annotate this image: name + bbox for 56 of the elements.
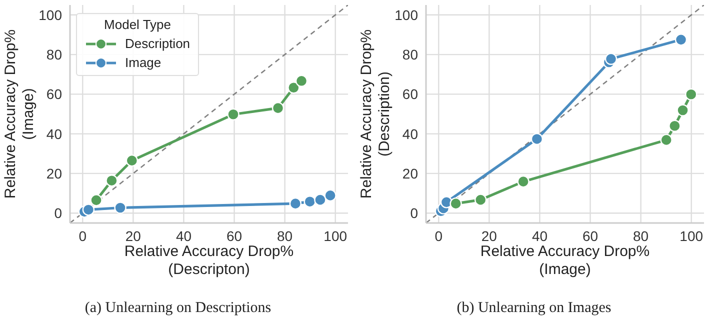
x-tick-label: 100 — [324, 228, 348, 244]
point — [674, 34, 688, 46]
y-axis-title: Relative Accuracy Drop% (Image) — [2, 28, 38, 201]
x-tick-label: 80 — [633, 228, 649, 244]
point — [530, 132, 544, 146]
legend-label: Image — [125, 55, 162, 70]
x-tick-label: 20 — [481, 228, 498, 244]
y-tick-label: 100 — [394, 6, 418, 23]
point — [82, 204, 95, 216]
point — [474, 194, 487, 206]
x-tick-label: 80 — [277, 228, 293, 244]
x-axis-title: Relative Accuracy Drop% (Descripton) — [123, 243, 295, 279]
y-tick-label: 0 — [410, 205, 418, 222]
x-tick-label: 60 — [582, 228, 598, 244]
text: (a) Unlearning on Descriptions — [84, 300, 272, 317]
x-tick-label: 20 — [125, 228, 142, 244]
point — [288, 82, 300, 94]
y-axis-title: Relative Accuracy Drop% (Description) — [358, 28, 394, 201]
y-tick-label: 60 — [402, 86, 418, 102]
point — [126, 154, 138, 167]
y-tick-label: 0 — [54, 205, 62, 222]
point — [289, 197, 302, 210]
legend-title: Model Type — [103, 17, 172, 32]
y-tick-label: 80 — [46, 46, 62, 63]
y-tick-label: 40 — [402, 126, 418, 142]
point — [324, 189, 336, 202]
x-tick-label: 60 — [226, 228, 242, 244]
point — [450, 197, 462, 210]
legend-label: Description — [125, 36, 190, 51]
point — [114, 202, 126, 214]
x-tick-label: 40 — [532, 228, 548, 244]
y-tick-label: 60 — [46, 86, 62, 102]
point — [272, 102, 284, 114]
y-tick-label: 20 — [46, 165, 62, 182]
point — [304, 195, 316, 208]
point — [660, 134, 672, 146]
point — [295, 74, 308, 88]
point — [227, 108, 240, 120]
point — [668, 120, 681, 132]
y-tick-label: 40 — [46, 126, 62, 142]
x-tick-label: 0 — [434, 228, 443, 244]
x-tick-label: 100 — [680, 228, 704, 244]
point — [604, 52, 618, 66]
point — [106, 174, 118, 187]
point — [685, 88, 698, 100]
point — [314, 194, 326, 206]
x-tick-label: 40 — [176, 228, 192, 244]
y-tick-label: 100 — [38, 6, 62, 23]
x-tick-label: 0 — [78, 228, 87, 244]
point — [676, 104, 689, 116]
point — [517, 175, 530, 188]
y-tick-label: 20 — [402, 165, 418, 182]
point — [90, 194, 102, 206]
x-axis-title: Relative Accuracy Drop% (Image) — [479, 243, 651, 279]
text: (b) Unlearning on Images — [456, 300, 612, 317]
y-tick-label: 80 — [402, 46, 418, 63]
